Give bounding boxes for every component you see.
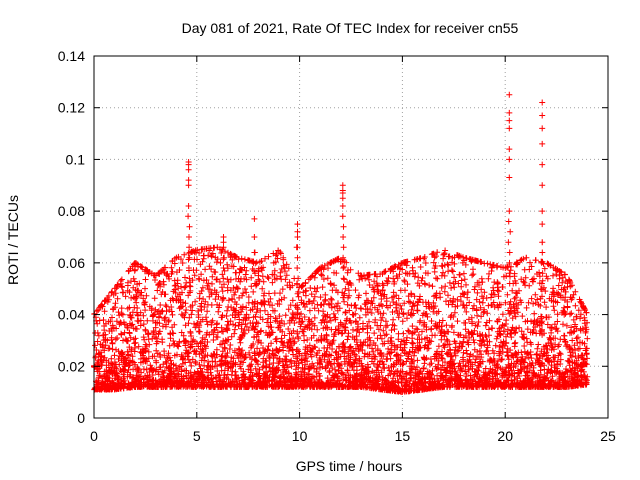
roti-spike [293,221,302,282]
roti-point-cluster [322,259,334,390]
y-tick-label: 0.14 [58,48,85,64]
roti-point-cluster [209,244,221,390]
y-tick-label: 0.02 [58,358,85,374]
roti-spike [505,91,514,287]
roti-point-cluster [337,256,349,390]
roti-point-cluster [178,251,190,390]
roti-point-cluster [507,263,519,390]
roti-point-cluster [471,257,483,390]
y-tick-label: 0 [77,410,85,426]
x-tick-label: 10 [292,428,308,444]
roti-spike [339,182,347,282]
roti-point-cluster [430,249,442,392]
roti-point-cluster [425,250,437,392]
axis-ticks: 0 0.02 0.04 0.06 0.08 0.1 0.12 0.14 0 5 10 15 20 25 [58,48,616,444]
roti-point-cluster [91,307,103,393]
x-tick-label: 0 [90,428,98,444]
roti-point-cluster [384,265,396,394]
roti-point-cluster [553,266,565,390]
roti-point-cluster [224,249,236,390]
roti-point-cluster [466,256,478,390]
roti-point-cluster [579,302,591,388]
roti-spike [250,215,258,287]
roti-point-cluster [353,270,365,390]
roti-spike [538,99,546,287]
data-points [91,91,591,395]
plot-frame [93,55,609,419]
y-tick-label: 0.06 [58,255,85,271]
y-tick-label: 0.12 [58,100,85,116]
roti-point-cluster [404,258,416,395]
roti-point-cluster [260,253,272,390]
roti-point-cluster [420,254,431,393]
x-tick-label: 25 [600,428,616,444]
roti-spike [220,234,228,282]
roti-point-cluster [563,276,575,390]
x-tick-label: 15 [395,428,411,444]
roti-point-cluster [327,257,339,390]
roti-point-cluster [219,248,231,390]
roti-point-cluster [291,280,303,390]
roti-point-cluster [116,276,128,392]
roti-point-cluster [301,276,313,390]
roti-point-cluster [235,255,246,390]
roti-point-cluster [193,246,205,390]
roti-point-cluster [122,267,133,391]
roti-spike [185,159,193,282]
roti-point-cluster [343,259,354,390]
roti-point-cluster [168,255,180,390]
x-tick-label: 20 [497,428,513,444]
x-axis-label: GPS time / hours [296,458,403,474]
chart-title: Day 081 of 2021, Rate Of TEC Index for r… [182,20,519,36]
y-axis-label: ROTI / TECUs [5,195,21,285]
y-tick-label: 0.1 [66,151,86,167]
y-tick-label: 0.04 [58,307,85,323]
roti-point-cluster [445,253,457,390]
roti-point-cluster [173,253,185,390]
y-tick-label: 0.08 [58,203,85,219]
x-tick-label: 5 [193,428,201,444]
roti-point-cluster [255,258,267,390]
